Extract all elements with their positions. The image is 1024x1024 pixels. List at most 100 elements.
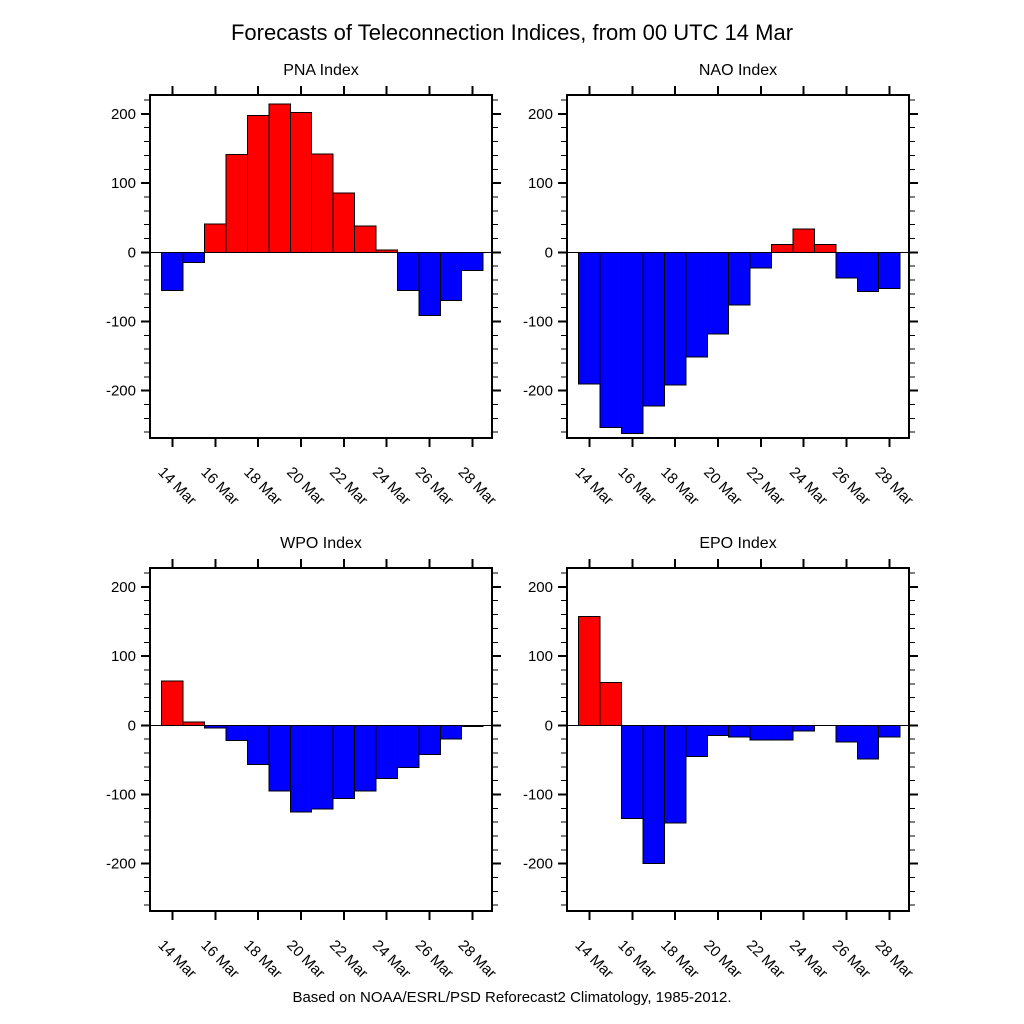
- y-tick-label: 200: [528, 579, 553, 596]
- bar-22-mar: [332, 724, 356, 800]
- x-tick-label: 26 Mar: [412, 464, 457, 509]
- bar-18-mar: [663, 724, 687, 824]
- bar-27-mar: [856, 724, 880, 760]
- bar-23-mar: [354, 225, 377, 253]
- bar-17-mar: [225, 724, 248, 742]
- bar-16-mar: [621, 251, 644, 435]
- plot-area: [558, 559, 918, 920]
- bar-18-mar: [246, 114, 270, 253]
- bar-22-mar: [332, 192, 356, 253]
- y-tick-label: 0: [545, 244, 553, 261]
- x-tick-label: 18 Mar: [240, 937, 285, 982]
- bar-25-mar: [396, 251, 420, 291]
- x-tick-label: 24 Mar: [369, 464, 414, 509]
- bar-15-mar: [182, 721, 206, 726]
- bars: [161, 680, 484, 813]
- bars: [578, 616, 901, 865]
- y-tick-label: -200: [523, 856, 553, 873]
- y-tick-label: 200: [111, 579, 136, 596]
- bar-19-mar: [268, 724, 291, 792]
- bar-22-mar: [749, 251, 773, 269]
- bar-21-mar: [311, 153, 334, 253]
- y-tick-label: -100: [106, 787, 136, 804]
- bar-20-mar: [706, 251, 730, 335]
- x-tick-label: 24 Mar: [786, 464, 831, 509]
- y-axis-ticks: [558, 99, 918, 433]
- subplot-epo: EPO Index 200 100 0 -100 -200 14 Mar 16 Mar 18 …: [507, 533, 937, 1011]
- bar-26-mar: [418, 251, 441, 316]
- y-tick-label: 100: [528, 648, 553, 665]
- bar-21-mar: [728, 724, 751, 738]
- x-tick-label: 22 Mar: [743, 937, 788, 982]
- bar-28-mar: [878, 724, 901, 738]
- bar-14-mar: [161, 680, 184, 726]
- y-tick-label: -100: [523, 787, 553, 804]
- x-axis-ticks: [171, 559, 474, 920]
- bar-26-mar: [418, 724, 441, 755]
- y-axis-ticks: [141, 99, 501, 433]
- x-axis-ticks: [588, 559, 891, 920]
- bar-22-mar: [749, 724, 773, 741]
- bars: [161, 103, 484, 316]
- bar-23-mar: [771, 244, 794, 253]
- bar-14-mar: [161, 251, 184, 291]
- bar-21-mar: [311, 724, 334, 810]
- bar-17-mar: [225, 154, 248, 253]
- bars: [578, 228, 901, 435]
- figure-caption: Based on NOAA/ESRL/PSD Reforecast2 Clima…: [292, 989, 732, 1006]
- y-axis-labels: 200 100 0 -100 -200: [106, 579, 136, 873]
- x-axis-ticks: [588, 86, 891, 447]
- bar-19-mar: [685, 724, 708, 757]
- x-tick-label: 24 Mar: [369, 937, 414, 982]
- x-tick-label: 22 Mar: [743, 464, 788, 509]
- x-tick-label: 20 Mar: [700, 464, 745, 509]
- x-tick-label: 16 Mar: [197, 464, 242, 509]
- bar-15-mar: [599, 251, 623, 428]
- y-axis-ticks: [558, 572, 918, 906]
- x-tick-label: 16 Mar: [614, 937, 659, 982]
- x-tick-label: 28 Mar: [455, 464, 500, 509]
- x-tick-label: 26 Mar: [829, 464, 874, 509]
- wpo-title: WPO Index: [280, 535, 362, 552]
- x-tick-label: 16 Mar: [197, 937, 242, 982]
- x-tick-label: 28 Mar: [872, 464, 917, 509]
- y-tick-label: -100: [106, 314, 136, 331]
- bar-27-mar: [439, 251, 463, 302]
- subplot-nao: NAO Index 200 100 0 -100 -200 14 Mar 16 Mar 18 …: [507, 60, 937, 538]
- x-tick-label: 26 Mar: [829, 937, 874, 982]
- bar-24-mar: [375, 724, 398, 780]
- y-tick-label: 200: [528, 106, 553, 123]
- x-tick-label: 22 Mar: [326, 464, 371, 509]
- bar-25-mar: [813, 244, 837, 253]
- x-axis-ticks: [171, 86, 474, 447]
- x-tick-label: 18 Mar: [657, 937, 702, 982]
- plot-area: [558, 86, 918, 447]
- x-tick-label: 20 Mar: [283, 464, 328, 509]
- bar-20-mar: [289, 724, 313, 813]
- y-axis-labels: 200 100 0 -100 -200: [523, 106, 553, 400]
- x-tick-label: 22 Mar: [326, 937, 371, 982]
- nao-title: NAO Index: [698, 62, 778, 79]
- bar-24-mar: [792, 724, 815, 732]
- y-tick-label: 0: [128, 717, 136, 734]
- bar-16-mar: [204, 223, 227, 253]
- bar-23-mar: [354, 724, 377, 792]
- plot-area: [141, 86, 501, 447]
- x-tick-label: 28 Mar: [872, 937, 917, 982]
- bar-15-mar: [182, 251, 206, 264]
- y-tick-label: 200: [111, 106, 136, 123]
- bar-15-mar: [599, 681, 623, 726]
- bar-26-mar: [835, 251, 858, 279]
- x-tick-label: 14 Mar: [572, 937, 617, 982]
- x-tick-label: 14 Mar: [572, 464, 617, 509]
- bar-28-mar: [461, 251, 484, 271]
- subplot-pna: PNA Index 200 100 0 -100 -200 14 Mar 16 Mar 18 …: [90, 60, 520, 538]
- bar-16-mar: [621, 724, 644, 820]
